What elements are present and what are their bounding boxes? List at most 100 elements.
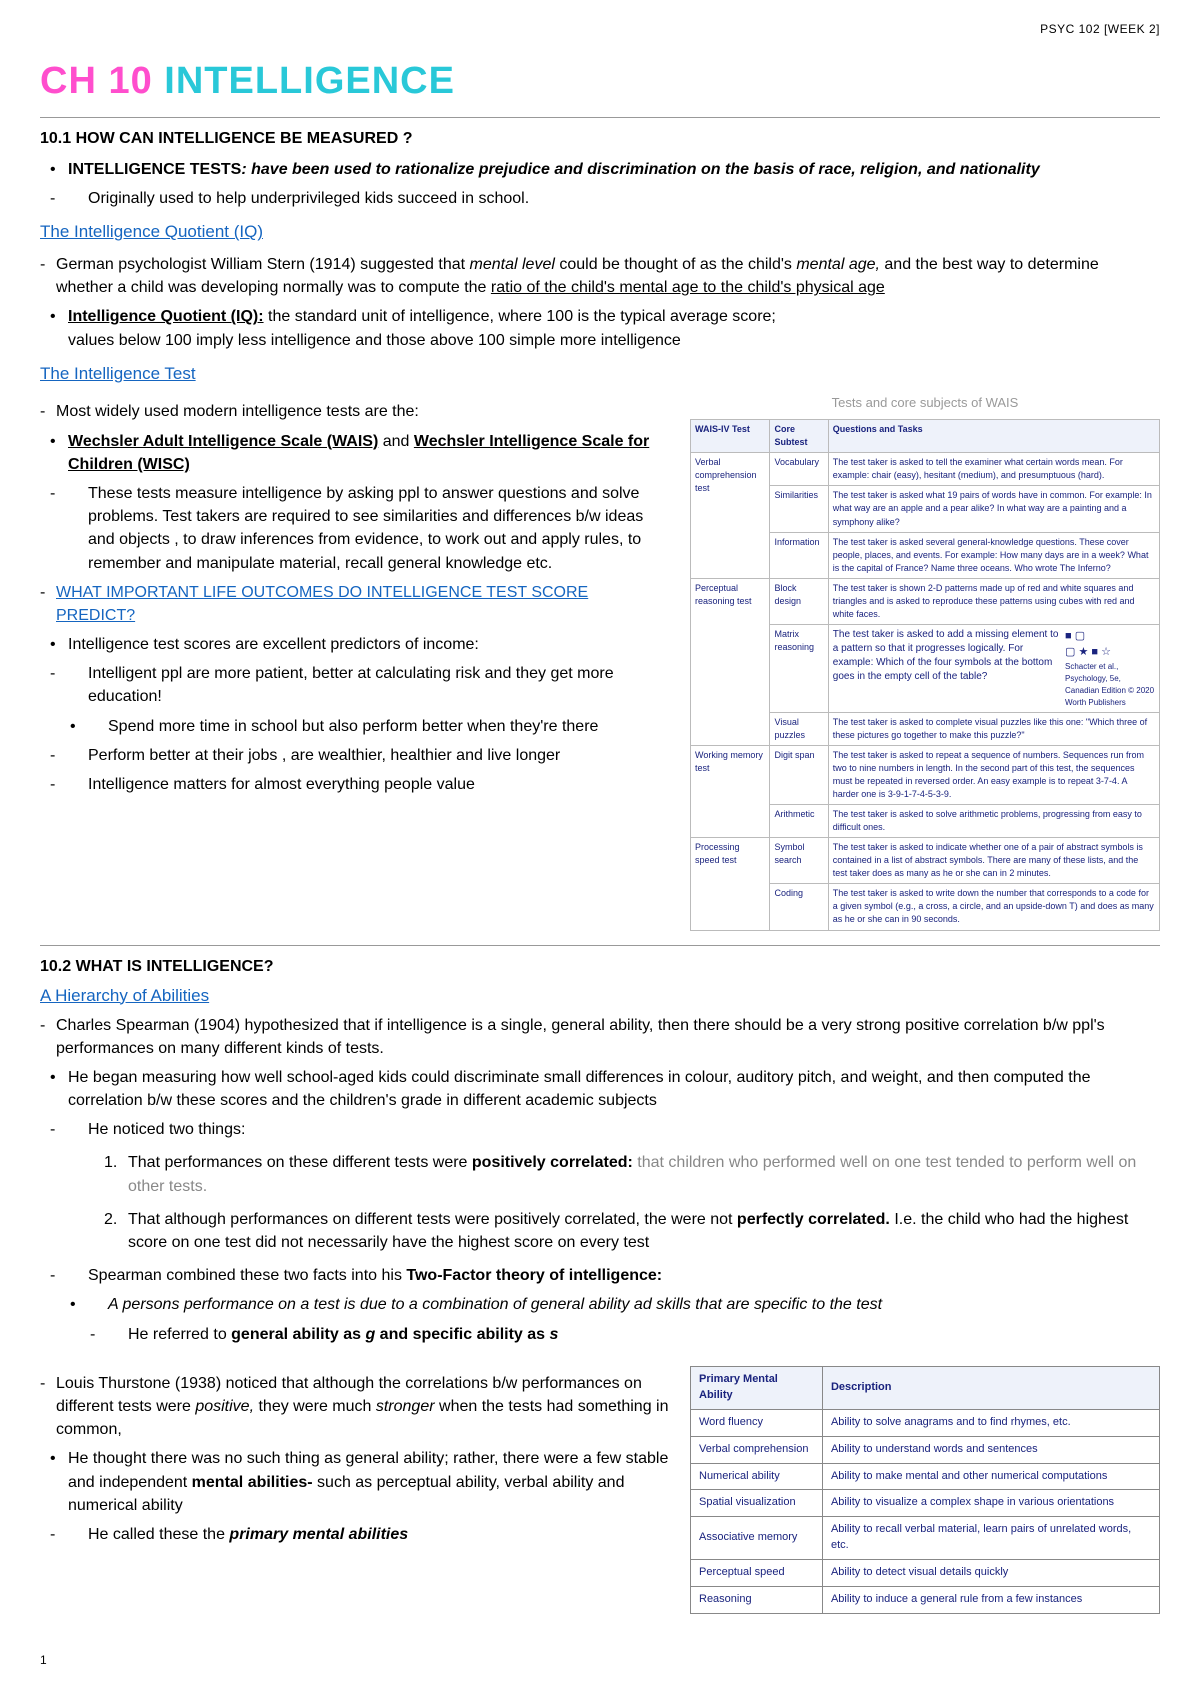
- section-10-1-head: 10.1 HOW CAN INTELLIGENCE BE MEASURED ?: [40, 130, 1160, 148]
- table-cell: The test taker is shown 2-D patterns mad…: [828, 578, 1159, 624]
- text: Wechsler Adult Intelligence Scale (WAIS): [68, 433, 378, 450]
- text: These tests measure intelligence by aski…: [88, 485, 643, 572]
- dash: German psychologist William Stern (1914)…: [40, 253, 1160, 299]
- table-cell: Spatial visualization: [691, 1490, 823, 1517]
- wais-table-box: Tests and core subjects of WAIS WAIS-IV …: [690, 394, 1160, 930]
- table-cell: Block design: [770, 578, 828, 624]
- link-itest: The Intelligence Test: [40, 362, 1160, 387]
- table-header: Primary Mental Ability: [691, 1366, 823, 1409]
- table-cell: The test taker is asked what 19 pairs of…: [828, 486, 1159, 532]
- link-hierarchy: A Hierarchy of Abilities: [40, 986, 1160, 1006]
- text: mental level: [470, 256, 555, 273]
- dash: Originally used to help underprivileged …: [40, 187, 1160, 210]
- table-cell: Ability to make mental and other numeric…: [822, 1463, 1159, 1490]
- pma-table-box: Primary Mental AbilityDescriptionWord fl…: [690, 1366, 1160, 1614]
- table-cell: Similarities: [770, 486, 828, 532]
- table-row: Processing speed testSymbol searchThe te…: [691, 838, 1160, 884]
- table-cell: The test taker is asked to indicate whet…: [828, 838, 1159, 884]
- table-cell: Vocabulary: [770, 453, 828, 486]
- table-cell: Ability to induce a general rule from a …: [822, 1587, 1159, 1614]
- text: perfectly correlated.: [737, 1211, 890, 1228]
- bullet: Intelligence test scores are excellent p…: [40, 633, 670, 656]
- page-title: CH 10 INTELLIGENCE: [40, 60, 1160, 103]
- link-iq: The Intelligence Quotient (IQ): [40, 220, 1160, 245]
- table-cell: Word fluency: [691, 1409, 823, 1436]
- dash: WHAT IMPORTANT LIFE OUTCOMES DO INTELLIG…: [40, 581, 670, 627]
- table-row: Verbal comprehensionAbility to understan…: [691, 1436, 1160, 1463]
- table-cell: The test taker is asked to solve arithme…: [828, 805, 1159, 838]
- table-header: Questions and Tasks: [828, 420, 1159, 453]
- text: specific ability as: [413, 1326, 550, 1343]
- table-cell: Visual puzzles: [770, 712, 828, 745]
- table-cell: Ability to solve anagrams and to find rh…: [822, 1409, 1159, 1436]
- dash: Intelligence matters for almost everythi…: [40, 773, 670, 796]
- text: values below 100 imply less intelligence…: [68, 332, 681, 349]
- dash: Charles Spearman (1904) hypothesized tha…: [40, 1014, 1160, 1060]
- table-row: Verbal comprehension testVocabularyThe t…: [691, 453, 1160, 486]
- table-cell: The test taker is asked to complete visu…: [828, 712, 1159, 745]
- text: s: [550, 1326, 559, 1343]
- table-cell: Information: [770, 532, 828, 578]
- table-cell: Perceptual speed: [691, 1560, 823, 1587]
- divider: [40, 117, 1160, 118]
- dash: He called these the primary mental abili…: [40, 1523, 670, 1546]
- table-cell: The test taker is asked to tell the exam…: [828, 453, 1159, 486]
- table-cell: Ability to recall verbal material, learn…: [822, 1517, 1159, 1560]
- text: He referred to: [128, 1326, 231, 1343]
- table-cell: Verbal comprehension test: [691, 453, 770, 578]
- table-cell: Matrix reasoning: [770, 624, 828, 712]
- bullet: Spend more time in school but also perfo…: [40, 715, 670, 738]
- table-header: Description: [822, 1366, 1159, 1409]
- table-row: ReasoningAbility to induce a general rul…: [691, 1587, 1160, 1614]
- text: general ability as: [231, 1326, 365, 1343]
- dash: Most widely used modern intelligence tes…: [40, 400, 670, 423]
- text: and: [375, 1326, 412, 1343]
- table-cell: Verbal comprehension: [691, 1436, 823, 1463]
- text: Charles Spearman (1904) hypothesized tha…: [56, 1017, 1105, 1057]
- text: Perform better at their jobs , are wealt…: [88, 747, 560, 764]
- text: Most widely used modern intelligence tes…: [56, 403, 419, 420]
- pma-table: Primary Mental AbilityDescriptionWord fl…: [690, 1366, 1160, 1614]
- table-cell: Reasoning: [691, 1587, 823, 1614]
- text: Spearman combined these two facts into h…: [88, 1267, 406, 1284]
- text: : have been used to rationalize prejudic…: [241, 161, 1039, 178]
- table-cell: The test taker is asked to add a missing…: [828, 624, 1159, 712]
- text: positive,: [195, 1398, 254, 1415]
- text: Intelligence test scores are excellent p…: [68, 636, 479, 653]
- bullet: Intelligence Quotient (IQ): the standard…: [40, 305, 1160, 351]
- text: mental age,: [796, 256, 880, 273]
- dash: Spearman combined these two facts into h…: [40, 1264, 1160, 1287]
- table-row: Numerical abilityAbility to make mental …: [691, 1463, 1160, 1490]
- dash: He referred to general ability as g and …: [40, 1323, 1160, 1346]
- table-cell: Ability to understand words and sentence…: [822, 1436, 1159, 1463]
- list-item: 1. That performances on these different …: [128, 1151, 1160, 1197]
- wais-caption: Tests and core subjects of WAIS: [690, 394, 1160, 413]
- text: That performances on these different tes…: [128, 1154, 472, 1171]
- table-cell: Digit span: [770, 745, 828, 804]
- table-cell: The test taker is asked to repeat a sequ…: [828, 745, 1159, 804]
- text: He called these the: [88, 1526, 229, 1543]
- table-header: Core Subtest: [770, 420, 828, 453]
- table-cell: Associative memory: [691, 1517, 823, 1560]
- table-row: Spatial visualizationAbility to visualiz…: [691, 1490, 1160, 1517]
- page-header: PSYC 102 [WEEK 2]: [1040, 22, 1160, 36]
- text: That although performances on different …: [128, 1211, 737, 1228]
- table-cell: Working memory test: [691, 745, 770, 837]
- text: positively correlated:: [472, 1154, 633, 1171]
- title-cyan: INTELLIGENCE: [164, 60, 455, 102]
- text: INTELLIGENCE TESTS: [68, 161, 241, 178]
- table-header: WAIS-IV Test: [691, 420, 770, 453]
- section-10-2-head: 10.2 WHAT IS INTELLIGENCE?: [40, 958, 1160, 976]
- divider: [40, 945, 1160, 946]
- bullet: He began measuring how well school-aged …: [40, 1066, 1160, 1112]
- table-cell: Ability to detect visual details quickly: [822, 1560, 1159, 1587]
- table-cell: The test taker is asked several general-…: [828, 532, 1159, 578]
- text: primary mental abilities: [229, 1526, 408, 1543]
- text: stronger: [376, 1398, 435, 1415]
- table-row: Word fluencyAbility to solve anagrams an…: [691, 1409, 1160, 1436]
- dash: He noticed two things:: [40, 1118, 1160, 1141]
- text: Intelligence matters for almost everythi…: [88, 776, 475, 793]
- text: Two-Factor theory of intelligence:: [406, 1267, 662, 1284]
- text: and: [378, 433, 414, 450]
- table-cell: The test taker is asked to write down th…: [828, 884, 1159, 930]
